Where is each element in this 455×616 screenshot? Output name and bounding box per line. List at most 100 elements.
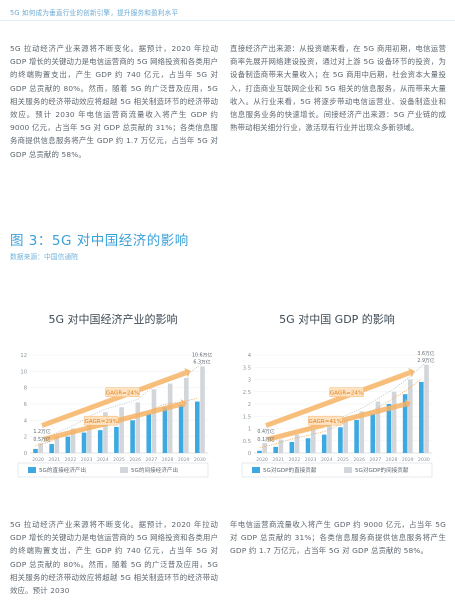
footer-paragraph-left: 5G 拉动经济产业来源将不断变化。据预计，2020 年拉动 GDP 增长的关键动…: [10, 520, 218, 596]
footer-paragraph-right: 年电信运营商流量收入将产生 GDP 约 9000 亿元，占当年 5G 对 GDP…: [230, 520, 446, 556]
cagr-label-indirect-box: [329, 387, 364, 397]
x-tick-label: 2023: [305, 457, 317, 463]
bar-indirect: [391, 391, 397, 453]
end-value-label-direct: 6.3万亿: [193, 358, 210, 365]
y-tick-label: 4: [248, 353, 252, 359]
bar-direct: [162, 407, 168, 453]
y-tick-label: 6: [24, 402, 27, 408]
trend-line-indirect: [264, 361, 427, 441]
start-value-label-indirect: 1.2万亿: [33, 428, 50, 435]
bar-direct: [81, 432, 87, 453]
legend-swatch-direct: [252, 467, 260, 473]
bar-direct: [65, 436, 71, 453]
y-tick-label: 2: [248, 402, 251, 408]
x-tick-label: 2025: [113, 457, 125, 463]
cagr-label-indirect: GAGR=24%: [330, 390, 363, 396]
start-value-label-indirect: 0.4万亿: [257, 428, 274, 435]
figure-title: 图 3：5G 对中国经济的影响: [10, 233, 189, 249]
y-tick-label: 1: [248, 427, 251, 433]
x-tick-label: 2027: [370, 457, 382, 463]
legend-label-direct: 5G对GDP的直接贡献: [263, 466, 317, 474]
page-header: 5G 如何成为垂直行业的创新引擎，提升服务和盈利水平: [10, 9, 179, 17]
gdp-impact-chart: 5G 对中国 GDP 的影响 0 0.5 1 1.5 2 2.5 3 3.5 4 2020 2021…: [232, 309, 442, 495]
legend-swatch-indirect: [344, 467, 352, 473]
bar-indirect: [54, 435, 60, 453]
legend-swatch-indirect: [120, 467, 128, 473]
bar-indirect: [327, 424, 332, 453]
figure-source: 数据来源：中国信通院: [10, 253, 78, 261]
bar-indirect: [310, 429, 316, 453]
x-tick-label: 2023: [81, 457, 93, 463]
bar-direct: [178, 404, 184, 453]
body-paragraph-right: 直接经济产出来源：从投资端来看，在 5G 商用初期，电信运营商率先展开网络建设投…: [230, 44, 446, 133]
bar-indirect: [86, 419, 92, 453]
bar-direct: [130, 420, 135, 453]
legend-label-indirect: 5G的间接经济产出: [131, 466, 178, 474]
x-tick-label: 2024: [97, 457, 109, 463]
y-tick-label: 2: [24, 435, 27, 441]
y-tick-label: 1.5: [243, 414, 251, 420]
bar-indirect: [262, 442, 267, 453]
bar-indirect: [151, 389, 157, 453]
bar-direct: [370, 413, 376, 453]
x-tick-label: 2020: [32, 457, 44, 463]
x-tick-label: 2024: [321, 457, 333, 463]
legend-box: [241, 462, 433, 478]
bar-indirect: [424, 364, 429, 453]
bar-indirect: [278, 439, 284, 453]
end-value-label-indirect: 10.6万亿: [192, 351, 212, 358]
bar-indirect: [119, 407, 124, 453]
cagr-arrow-indirect-head: [408, 367, 415, 378]
bar-indirect: [70, 428, 76, 453]
x-tick-label: 2027: [146, 457, 158, 463]
x-tick-label: 2028: [162, 457, 174, 463]
x-tick-label: 2021: [48, 457, 60, 463]
bar-direct: [97, 430, 103, 453]
bar-direct: [114, 426, 119, 453]
bar-direct: [49, 444, 54, 453]
cagr-label-direct-box: [307, 415, 343, 426]
y-tick-label: 0: [248, 451, 251, 457]
y-tick-label: 8: [24, 386, 27, 392]
x-tick-label: 2028: [386, 457, 398, 463]
start-value-label-direct: 0.5万亿: [33, 436, 50, 443]
bar-indirect: [200, 366, 205, 453]
x-tick-label: 2021: [272, 457, 284, 463]
x-tick-label: 2030: [418, 457, 430, 463]
bar-indirect: [38, 443, 43, 453]
bar-indirect: [294, 434, 300, 453]
bar-direct: [386, 404, 392, 453]
x-tick-label: 2029: [178, 457, 190, 463]
x-tick-label: 2025: [337, 457, 349, 463]
gdp-impact-chart-svg: 0 0.5 1 1.5 2 2.5 3 3.5 4 2020 2021 2022 2023 2024 202…: [241, 350, 435, 478]
start-value-label-direct: 0.1万亿: [257, 436, 274, 443]
bar-direct: [146, 413, 152, 453]
x-tick-label: 2026: [129, 457, 141, 463]
chart-title: 5G 对中国 GDP 的影响: [279, 313, 395, 326]
bar-direct: [321, 434, 327, 453]
bar-indirect: [408, 379, 413, 453]
legend-swatch-direct: [28, 467, 36, 473]
bar-direct: [257, 450, 262, 453]
end-value-label-indirect: 3.6万亿: [417, 350, 434, 357]
cagr-arrow-indirect: [265, 370, 411, 428]
cagr-arrow-direct-head: [180, 399, 187, 409]
x-tick-label: 2022: [65, 457, 77, 463]
cagr-label-direct-box: [83, 415, 119, 426]
bar-indirect: [359, 411, 365, 453]
end-value-label-direct: 2.9万亿: [417, 357, 434, 364]
bar-direct: [338, 427, 343, 453]
y-tick-label: 0: [24, 451, 27, 457]
cagr-label-indirect: GAGR=24%: [106, 390, 139, 396]
y-tick-label: 4: [24, 418, 28, 424]
bar-indirect: [167, 383, 173, 453]
bar-indirect: [343, 418, 348, 453]
bar-direct: [402, 394, 408, 453]
x-tick-label: 2030: [194, 457, 206, 463]
cagr-arrow-indirect-head: [184, 367, 191, 378]
bar-direct: [33, 448, 38, 453]
industry-impact-chart: 5G 对中国经济产业的影响 0 2 4 6 8 10 12 2020 2021 2022 2023 2…: [8, 309, 218, 495]
bar-direct: [305, 438, 311, 453]
bar-direct: [419, 381, 424, 453]
bar-indirect: [184, 377, 189, 453]
